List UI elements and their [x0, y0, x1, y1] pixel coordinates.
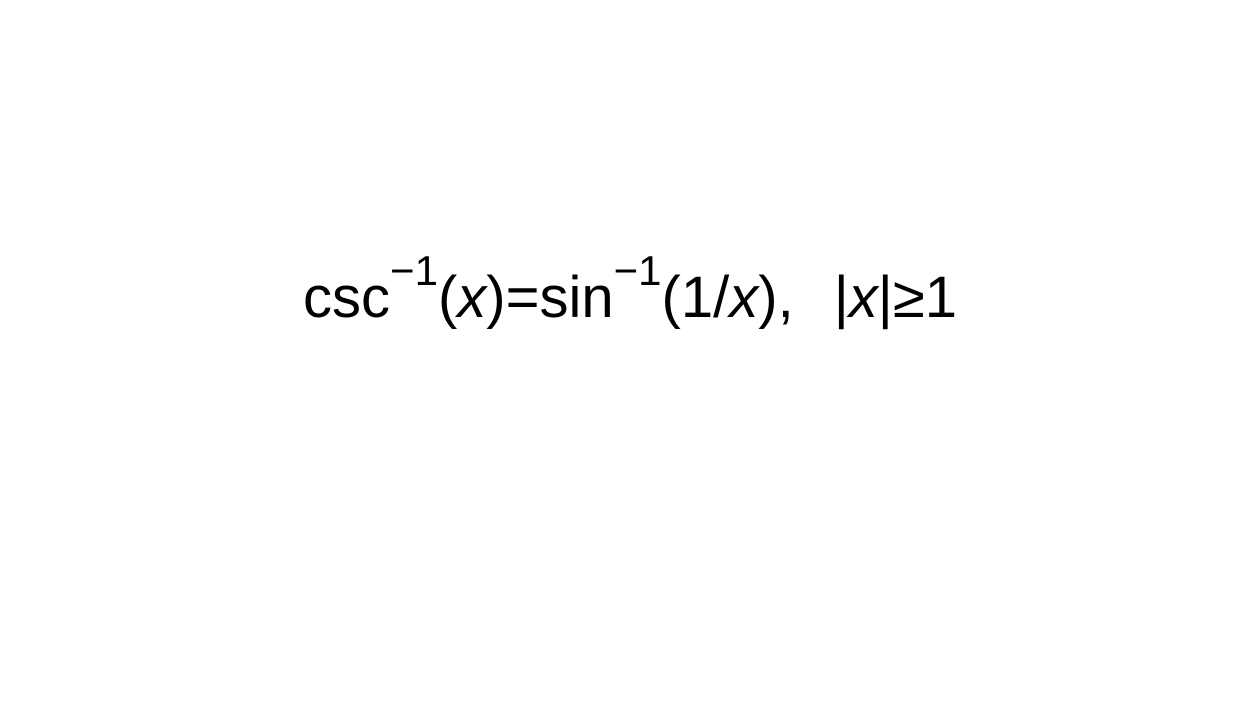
token-x-c: x	[849, 264, 878, 331]
token-rparen-b: )	[758, 264, 777, 331]
token-lparen-b: (	[662, 264, 681, 331]
token-geq: ≥	[893, 264, 925, 331]
equation-line: csc−1(x) = sin−1(1/x),|x| ≥ 1	[0, 264, 1260, 331]
token-comma: ,	[778, 264, 794, 331]
token-x-b: x	[729, 264, 758, 331]
token-sin: sin	[539, 264, 613, 331]
token-abs-open: |	[834, 264, 849, 331]
token-lparen-a: (	[438, 264, 457, 331]
token-equals: =	[506, 264, 540, 331]
token-sup-neg1-a: −1	[390, 247, 438, 295]
token-sup-neg1-b: −1	[614, 247, 662, 295]
token-rparen-a: )	[486, 264, 505, 331]
token-abs-close: |	[878, 264, 893, 331]
token-one-b: 1	[925, 264, 957, 331]
formula-canvas: csc−1(x) = sin−1(1/x),|x| ≥ 1	[0, 0, 1260, 709]
token-one-a: 1	[681, 264, 713, 331]
token-slash: /	[713, 264, 729, 331]
token-x-a: x	[457, 264, 486, 331]
token-csc: csc	[303, 264, 390, 331]
